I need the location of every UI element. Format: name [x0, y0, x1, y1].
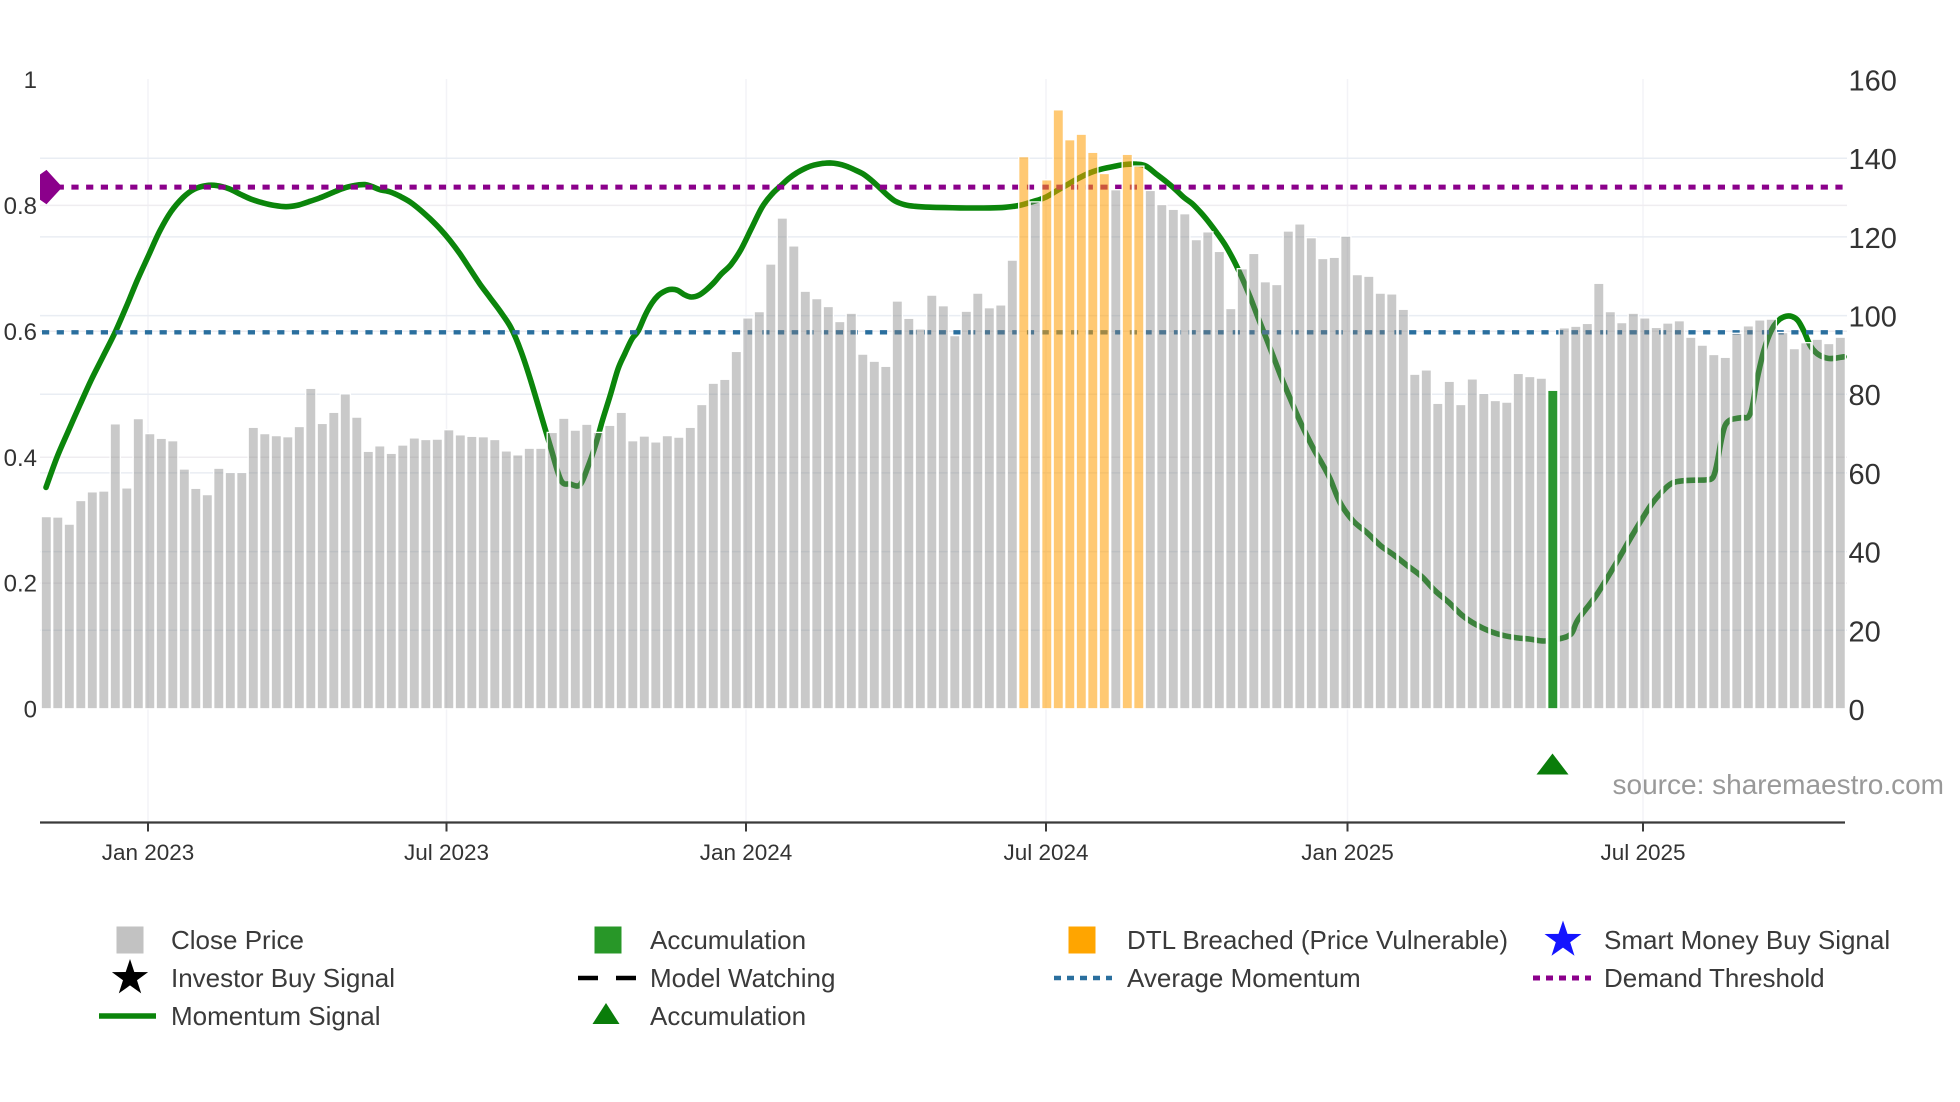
svg-text:100: 100 [1849, 302, 1897, 334]
svg-text:Investor Buy Signal: Investor Buy Signal [171, 963, 395, 993]
svg-text:120: 120 [1849, 223, 1897, 255]
svg-text:60: 60 [1849, 459, 1881, 491]
svg-text:Jul 2023: Jul 2023 [404, 840, 489, 865]
svg-text:Momentum Signal: Momentum Signal [171, 1001, 381, 1031]
svg-text:0: 0 [24, 697, 37, 724]
svg-text:0.4: 0.4 [4, 445, 37, 472]
svg-text:source: sharemaestro.com: source: sharemaestro.com [1613, 769, 1944, 800]
svg-text:0: 0 [1849, 695, 1865, 727]
svg-text:Accumulation: Accumulation [650, 925, 806, 955]
svg-text:Jan 2025: Jan 2025 [1301, 840, 1394, 865]
svg-text:140: 140 [1849, 144, 1897, 176]
svg-text:0.6: 0.6 [4, 319, 37, 346]
svg-text:Average Momentum: Average Momentum [1127, 963, 1361, 993]
svg-text:0.8: 0.8 [4, 193, 37, 220]
svg-text:0.2: 0.2 [4, 571, 37, 598]
svg-text:Jul 2025: Jul 2025 [1600, 840, 1685, 865]
svg-text:80: 80 [1849, 380, 1881, 412]
svg-text:Jan 2023: Jan 2023 [102, 840, 195, 865]
svg-text:DTL Breached (Price Vulnerable: DTL Breached (Price Vulnerable) [1127, 925, 1508, 955]
svg-text:1: 1 [24, 67, 37, 94]
svg-text:Jul 2024: Jul 2024 [1003, 840, 1088, 865]
svg-text:Smart Money Buy Signal: Smart Money Buy Signal [1604, 925, 1890, 955]
svg-text:160: 160 [1849, 66, 1897, 98]
svg-text:Model Watching: Model Watching [650, 963, 835, 993]
svg-text:Demand Threshold: Demand Threshold [1604, 963, 1825, 993]
svg-text:Jan 2024: Jan 2024 [700, 840, 793, 865]
svg-text:Close Price: Close Price [171, 925, 304, 955]
svg-text:Accumulation: Accumulation [650, 1001, 806, 1031]
svg-text:20: 20 [1849, 616, 1881, 648]
svg-text:40: 40 [1849, 538, 1881, 570]
